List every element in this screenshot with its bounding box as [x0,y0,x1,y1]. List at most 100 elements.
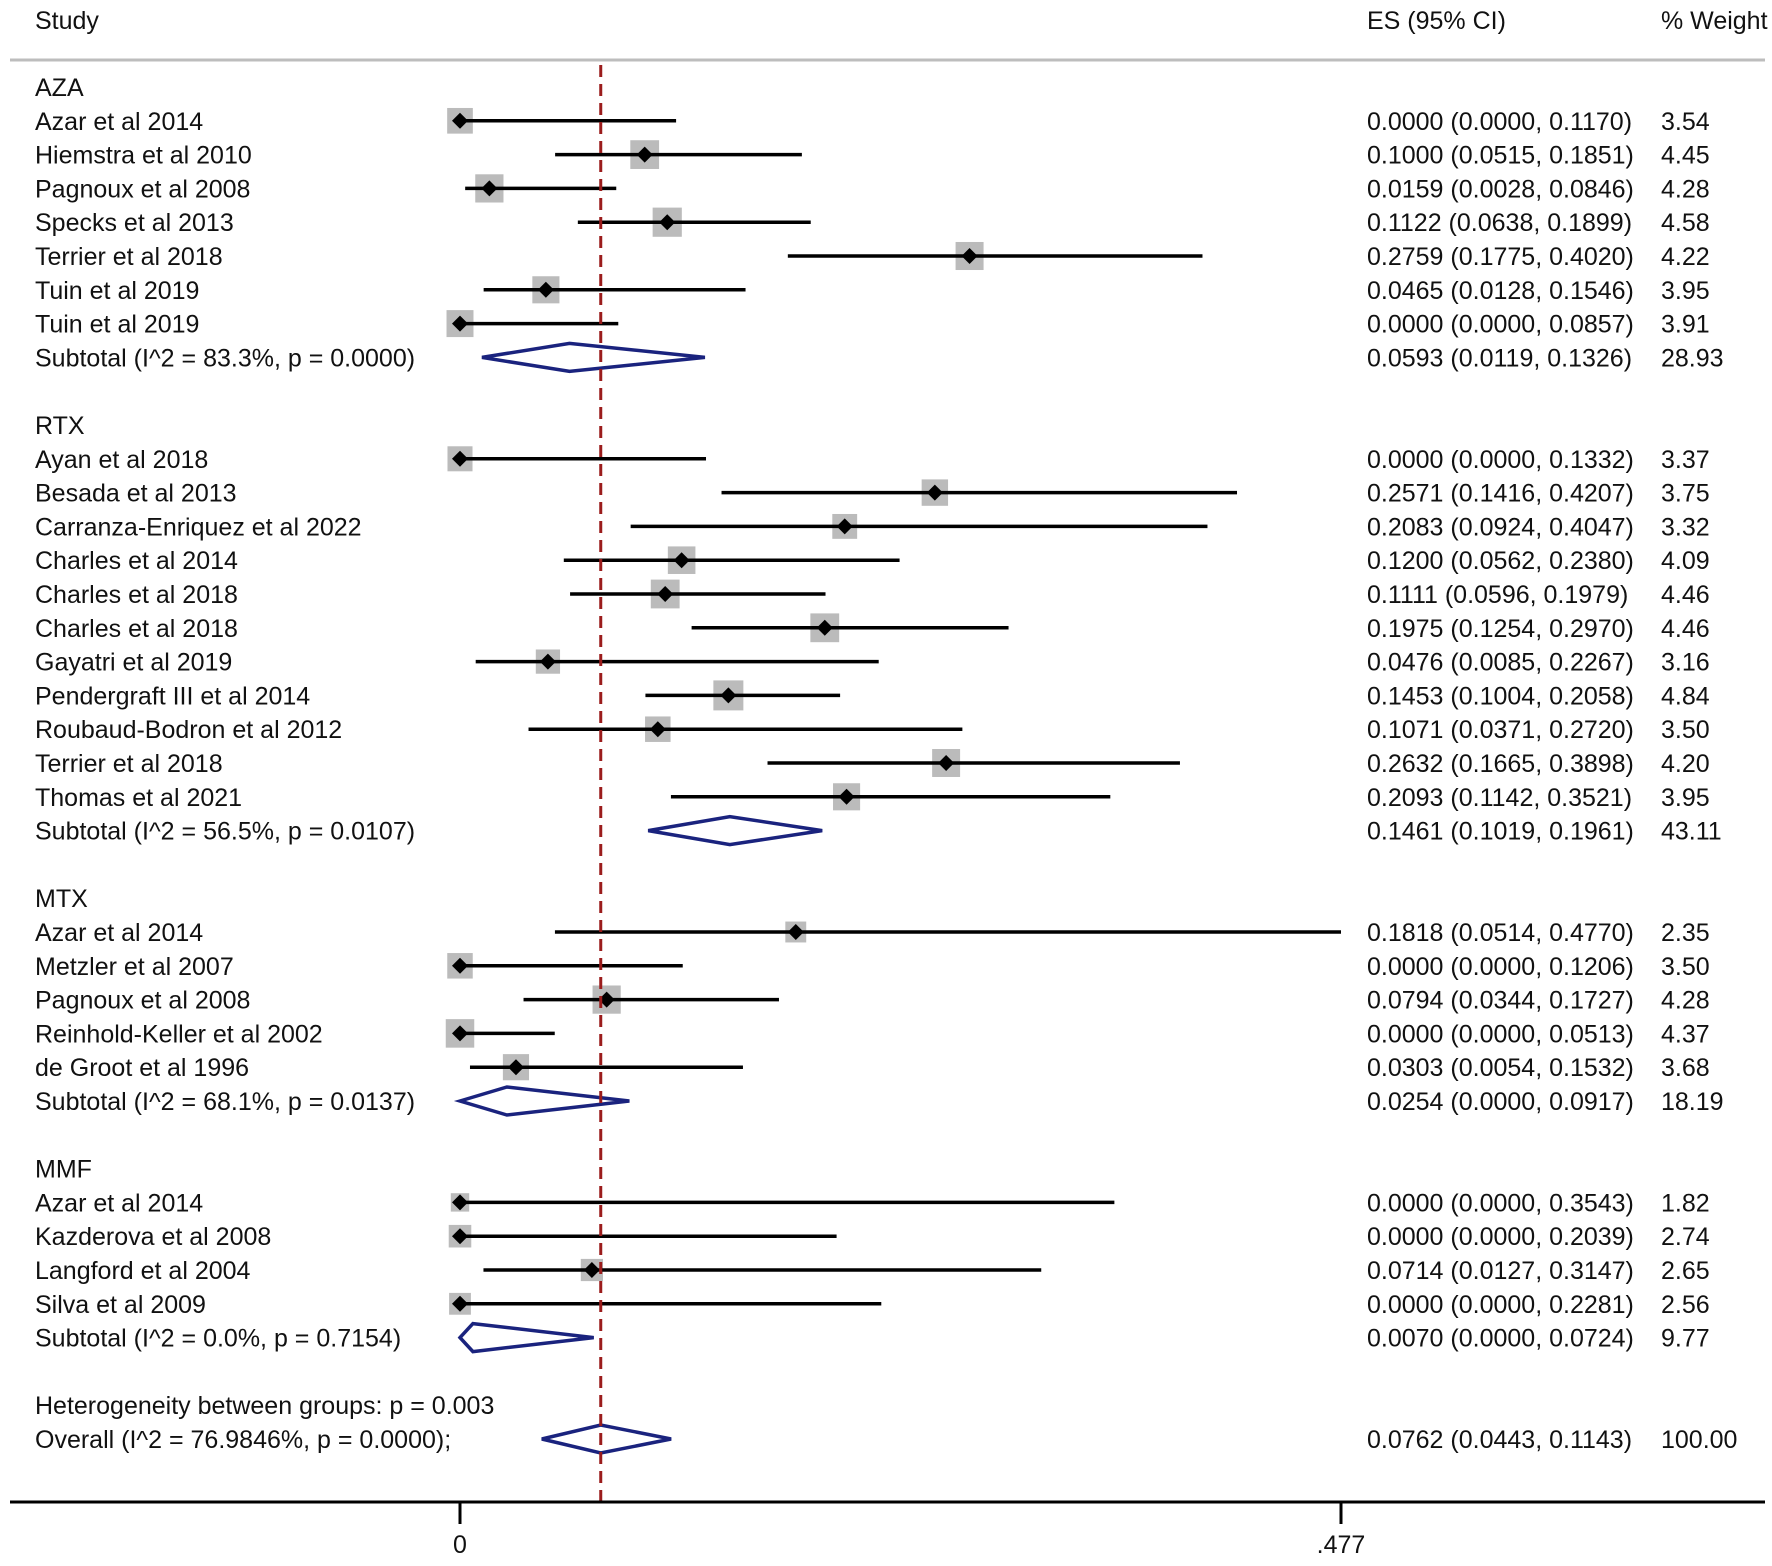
study-label: Kazderova et al 2008 [35,1223,271,1251]
overall-label: Overall (I^2 = 76.9846%, p = 0.0000); [35,1426,451,1454]
weight-value: 2.35 [1661,919,1710,947]
point-estimate-marker [649,721,666,738]
study-label: Metzler et al 2007 [35,953,234,981]
es-ci-value: 0.1818 (0.0514, 0.4770) [1367,919,1634,947]
es-ci-value: 0.0000 (0.0000, 0.3543) [1367,1189,1634,1217]
study-label: de Groot et al 1996 [35,1054,249,1082]
point-estimate-marker [452,1295,468,1312]
es-ci-value: 0.0000 (0.0000, 0.1206) [1367,953,1634,981]
study-label: Ayan et al 2018 [35,446,208,474]
point-estimate-marker [481,180,498,197]
weight-value: 4.58 [1661,209,1710,237]
es-ci-value: 0.1200 (0.0562, 0.2380) [1367,547,1634,575]
es-ci-value: 0.0794 (0.0344, 0.1727) [1367,987,1634,1015]
study-label: Gayatri et al 2019 [35,649,232,677]
es-ci-value: 0.0000 (0.0000, 0.0857) [1367,311,1634,339]
group-label: AZA [35,74,84,102]
group-label: MMF [35,1156,92,1184]
es-ci-value: 0.0000 (0.0000, 0.1170) [1367,108,1632,136]
es-ci-value: 0.2759 (0.1775, 0.4020) [1367,243,1634,271]
overall-diamond [541,1423,672,1455]
study-label: Terrier et al 2018 [35,750,223,778]
subtotal-label: Subtotal (I^2 = 83.3%, p = 0.0000) [35,344,415,372]
es-ci-value: 0.2571 (0.1416, 0.4207) [1367,480,1634,508]
point-estimate-marker [452,1194,468,1211]
study-label: Tuin et al 2019 [35,311,199,339]
point-estimate-marker [938,755,955,771]
es-ci-value: 0.0762 (0.0443, 0.1143) [1367,1426,1632,1454]
weight-value: 4.22 [1661,243,1710,271]
es-ci-value: 0.1111 (0.0596, 0.1979) [1367,581,1628,609]
study-label: Charles et al 2018 [35,615,238,643]
subtotal-label: Subtotal (I^2 = 68.1%, p = 0.0137) [35,1088,415,1116]
heterogeneity-text: Heterogeneity between groups: p = 0.003 [35,1392,494,1420]
es-ci-value: 0.0000 (0.0000, 0.2281) [1367,1291,1634,1319]
es-ci-value: 0.0000 (0.0000, 0.1332) [1367,446,1634,474]
study-label: Reinhold-Keller et al 2002 [35,1020,323,1048]
study-label: Hiemstra et al 2010 [35,142,252,170]
study-label: Silva et al 2009 [35,1291,206,1319]
weight-value: 4.45 [1661,142,1710,170]
point-estimate-marker [598,991,615,1008]
point-estimate-marker [836,518,853,535]
subtotal-label: Subtotal (I^2 = 56.5%, p = 0.0107) [35,818,415,846]
study-label: Terrier et al 2018 [35,243,223,271]
es-ci-value: 0.1453 (0.1004, 0.2058) [1367,682,1634,710]
es-ci-value: 0.0159 (0.0028, 0.0846) [1367,175,1634,203]
weight-value: 4.37 [1661,1020,1710,1048]
study-label: Azar et al 2014 [35,1189,203,1217]
weight-value: 3.91 [1661,311,1710,339]
point-estimate-marker [787,924,804,940]
subtotal-diamond [647,814,823,847]
subtotal-diamond [453,1085,630,1117]
weight-value: 4.20 [1661,750,1710,778]
es-ci-value: 0.1122 (0.0638, 0.1899) [1367,209,1632,237]
es-ci-value: 0.0070 (0.0000, 0.0724) [1367,1325,1634,1353]
point-estimate-marker [507,1059,524,1076]
es-ci-value: 0.0476 (0.0085, 0.2267) [1367,649,1634,677]
point-estimate-marker [452,1025,468,1042]
es-ci-value: 0.1975 (0.1254, 0.2970) [1367,615,1634,643]
es-ci-value: 0.0303 (0.0054, 0.1532) [1367,1054,1634,1082]
weight-value: 4.28 [1661,175,1710,203]
header-es-ci: ES (95% CI) [1367,7,1506,35]
point-estimate-marker [537,281,554,298]
study-label: Roubaud-Bodron et al 2012 [35,716,342,744]
study-label: Azar et al 2014 [35,108,203,136]
point-estimate-marker [452,1228,468,1245]
point-estimate-marker [452,315,468,332]
point-estimate-marker [673,552,690,569]
group-label: MTX [35,885,88,913]
study-label: Besada et al 2013 [35,480,237,508]
weight-value: 3.50 [1661,953,1710,981]
point-estimate-marker [539,653,556,670]
es-ci-value: 0.2632 (0.1665, 0.3898) [1367,750,1634,778]
es-ci-value: 0.0465 (0.0128, 0.1546) [1367,277,1634,305]
study-label: Tuin et al 2019 [35,277,199,305]
point-estimate-marker [452,450,468,467]
weight-value: 28.93 [1661,344,1724,372]
point-estimate-marker [816,619,833,636]
study-label: Langford et al 2004 [35,1257,251,1285]
weight-value: 3.95 [1661,277,1710,305]
study-label: Carranza-Enriquez et al 2022 [35,513,362,541]
point-estimate-marker [452,957,468,974]
x-tick-label: .477 [1317,1531,1366,1559]
es-ci-value: 0.0254 (0.0000, 0.0917) [1367,1088,1634,1116]
weight-value: 2.74 [1661,1223,1710,1251]
es-ci-value: 0.0593 (0.0119, 0.1326) [1367,344,1632,372]
weight-value: 100.00 [1661,1426,1737,1454]
point-estimate-marker [583,1262,600,1278]
weight-value: 3.50 [1661,716,1710,744]
point-estimate-marker [452,112,468,129]
es-ci-value: 0.0714 (0.0127, 0.3147) [1367,1257,1634,1285]
weight-value: 3.68 [1661,1054,1710,1082]
weight-value: 3.32 [1661,513,1710,541]
weight-value: 3.16 [1661,649,1710,677]
study-label: Charles et al 2014 [35,547,238,575]
point-estimate-marker [926,484,943,501]
weight-value: 1.82 [1661,1189,1710,1217]
study-label: Pendergraft III et al 2014 [35,682,310,710]
study-label: Azar et al 2014 [35,919,203,947]
